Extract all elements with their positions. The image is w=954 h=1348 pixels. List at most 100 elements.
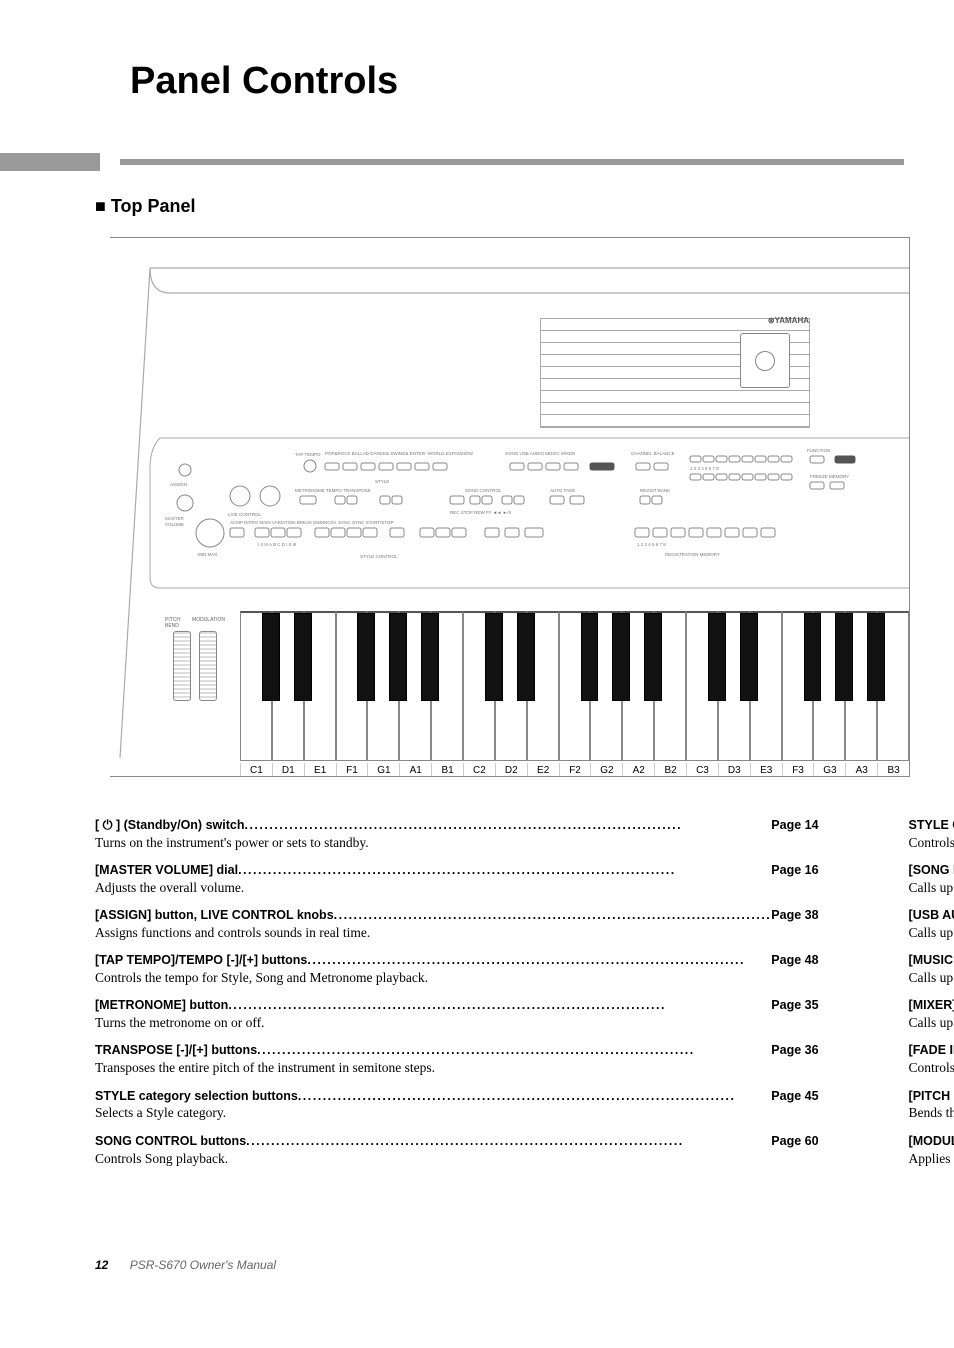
entry-label: STYLE CONTROL buttons: [909, 817, 954, 834]
svg-text:ASSIGN: ASSIGN: [170, 482, 187, 487]
black-key: [835, 613, 853, 701]
entry-dots: [238, 862, 771, 879]
reference-columns: [ ⏻ ] (Standby/On) switch Page 14Turns o…: [95, 817, 904, 1178]
page: Panel Controls Top Panel ASSIGN MASTER V…: [0, 0, 954, 1302]
reference-entry: [ASSIGN] button, LIVE CONTROL knobs Page…: [95, 907, 819, 942]
entry-label: [FADE IN/OUT] button: [909, 1042, 954, 1059]
entry-page: Page 48: [771, 952, 818, 969]
entry-description: Applies vibrato effects, etc.: [909, 1150, 954, 1168]
key-label: G3: [813, 763, 845, 776]
key-label: B1: [431, 763, 463, 776]
svg-text:I II III A B: I II III A B C D I II III: [258, 542, 296, 547]
key-label: A3: [845, 763, 877, 776]
reference-entry: [USB AUDIO PLAYER] button Page 69Calls u…: [909, 907, 954, 942]
reference-entry: [MODULATION] wheel Page 37Applies vibrat…: [909, 1133, 954, 1168]
svg-text:CHANNEL BALANCE: CHANNEL BALANCE: [631, 451, 675, 456]
black-key: [644, 613, 662, 701]
reference-entry: [ ⏻ ] (Standby/On) switch Page 14Turns o…: [95, 817, 819, 852]
entry-label: [TAP TEMPO]/TEMPO [-]/[+] buttons: [95, 952, 307, 969]
white-key: [463, 611, 495, 761]
section-heading: Top Panel: [95, 196, 904, 217]
reference-entry: [FADE IN/OUT] button Page 48Controls fad…: [909, 1042, 954, 1077]
pitch-bend-label: PITCH BEND: [165, 617, 188, 629]
key-label: B3: [877, 763, 909, 776]
svg-text:ACMP INTRO MAIN VA: ACMP INTRO MAIN VARIATION BREAK ENDING/r…: [230, 520, 394, 525]
svg-text:SONG CONTROL: SONG CONTROL: [465, 488, 502, 493]
key-label: B2: [654, 763, 686, 776]
entry-description: Calls up the SONG FUNCTION MENU display …: [909, 879, 954, 897]
reference-entry: TRANSPOSE [-]/[+] buttons Page 36Transpo…: [95, 1042, 819, 1077]
svg-text:REC STOP REW FF ◄◄ ►/II: REC STOP REW FF ◄◄ ►/II: [450, 510, 511, 515]
reference-entry: [TAP TEMPO]/TEMPO [-]/[+] buttons Page 4…: [95, 952, 819, 987]
entry-page: Page 14: [771, 817, 818, 834]
key-label: E3: [750, 763, 782, 776]
white-key: [559, 611, 591, 761]
svg-text:REGISTRATION MEMORY: REGISTRATION MEMORY: [665, 552, 720, 557]
black-key: [421, 613, 439, 701]
svg-text:1 2 3 4 5 6: 1 2 3 4 5 6 7 8: [690, 466, 719, 471]
black-key: [804, 613, 822, 701]
key-label: G2: [590, 763, 622, 776]
black-key: [581, 613, 599, 701]
white-key: [240, 611, 272, 761]
entry-dots: [307, 952, 771, 969]
entry-dots: [246, 1133, 771, 1150]
chapter-title: Panel Controls: [130, 60, 904, 103]
svg-text:REGIST BANK: REGIST BANK: [640, 488, 670, 493]
entry-page: Page 38: [771, 907, 818, 924]
page-number: 12: [95, 1258, 108, 1272]
black-key: [740, 613, 758, 701]
entry-dots: [228, 997, 771, 1014]
black-key: [485, 613, 503, 701]
black-key: [517, 613, 535, 701]
wheel-box: PITCH BEND MODULATION: [165, 631, 225, 741]
white-key: [686, 611, 718, 761]
svg-text:SONG USB AUDIO MUSIC MIXER: SONG USB AUDIO MUSIC MIXER: [505, 451, 576, 456]
white-key: [336, 611, 368, 761]
black-key: [262, 613, 280, 701]
svg-text:FUNCTION: FUNCTION: [807, 448, 830, 453]
entry-dots: [298, 1088, 771, 1105]
entry-label: SONG CONTROL buttons: [95, 1133, 246, 1150]
svg-text:1 2 3 4 5: 1 2 3 4 5 6 7 8: [637, 542, 666, 547]
entry-description: Assigns functions and controls sounds in…: [95, 924, 819, 942]
svg-text:POP&ROCK BALLAD DANCE& SWING&: POP&ROCK BALLAD DANCE& SWING& ENTER- WOR…: [325, 451, 474, 456]
svg-text:VOLUME: VOLUME: [165, 522, 184, 527]
entry-label: [MIXER] button: [909, 997, 954, 1014]
black-key: [389, 613, 407, 701]
keyboard: [240, 611, 909, 761]
panel-diagram: ASSIGN MASTER VOLUME MIN MAX LIVE CONTRO…: [110, 237, 910, 777]
black-key: [708, 613, 726, 701]
key-label: F1: [336, 763, 368, 776]
entry-label: [MODULATION] wheel: [909, 1133, 954, 1150]
entry-description: Selects a Style category.: [95, 1104, 819, 1122]
key-label: C2: [463, 763, 495, 776]
svg-text:MIN MAX: MIN MAX: [198, 552, 217, 557]
svg-text:MASTER: MASTER: [165, 516, 185, 521]
book-title: PSR-S670 Owner's Manual: [130, 1258, 276, 1272]
svg-text:LIVE CONTROL: LIVE CONTROL: [228, 512, 262, 517]
key-label: G1: [367, 763, 399, 776]
entry-description: Adjusts the overall volume.: [95, 879, 819, 897]
entry-dots: [334, 907, 772, 924]
entry-page: Page 16: [771, 862, 818, 879]
key-label: C3: [686, 763, 718, 776]
entry-label: TRANSPOSE [-]/[+] buttons: [95, 1042, 257, 1059]
divider-bar: [0, 153, 904, 171]
key-label: D2: [495, 763, 527, 776]
data-dial-box: [740, 333, 790, 388]
key-label: E1: [304, 763, 336, 776]
svg-text:STYLE CONTROL: STYLE CONTROL: [360, 554, 398, 559]
key-label: A2: [622, 763, 654, 776]
black-key: [357, 613, 375, 701]
svg-text:STYLE: STYLE: [375, 479, 389, 484]
entry-description: Calls up ideal panel setups for your per…: [909, 969, 954, 987]
black-key: [612, 613, 630, 701]
svg-text:FREEZE MEMORY: FREEZE MEMORY: [810, 474, 849, 479]
key-label: A1: [399, 763, 431, 776]
key-label: F2: [559, 763, 591, 776]
key-label: F3: [782, 763, 814, 776]
key-labels-row: C1D1E1F1G1A1B1C2D2E2F2G2A2B2C3D3E3F3G3A3…: [240, 763, 909, 776]
entry-label: [MUSIC FINDER] button: [909, 952, 954, 969]
reference-entry: STYLE category selection buttons Page 45…: [95, 1088, 819, 1123]
